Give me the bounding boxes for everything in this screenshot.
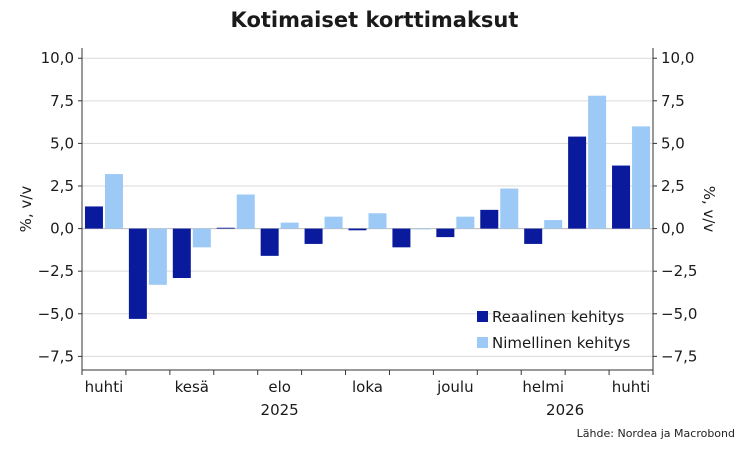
y-tick-label-right-7: −7,5 bbox=[661, 347, 697, 365]
bar-real-12 bbox=[612, 165, 631, 229]
y-tick-label-left-1: 7,5 bbox=[50, 92, 74, 110]
bar-nominal-3 bbox=[236, 194, 255, 229]
legend-swatch-0 bbox=[477, 311, 488, 322]
bar-real-7 bbox=[392, 228, 411, 248]
bar-real-5 bbox=[304, 228, 323, 244]
bar-nominal-5 bbox=[324, 216, 343, 229]
bar-real-11 bbox=[568, 136, 587, 229]
x-tick-label-2: elo bbox=[268, 378, 291, 396]
bar-nominal-8 bbox=[456, 216, 475, 229]
y-axis-title-left: %, v/v bbox=[17, 186, 35, 233]
legend-label-0: Reaalinen kehitys bbox=[492, 308, 625, 326]
y-tick-label-right-4: 0,0 bbox=[661, 220, 685, 238]
y-tick-label-right-0: 10,0 bbox=[661, 49, 694, 67]
year-label-1: 2026 bbox=[546, 401, 584, 419]
legend-label-1: Nimellinen kehitys bbox=[492, 334, 631, 352]
bar-real-4 bbox=[260, 228, 279, 256]
y-axis-title-right: %, v/v bbox=[700, 186, 718, 233]
bar-nominal-7 bbox=[412, 228, 431, 230]
y-tick-label-left-4: 0,0 bbox=[50, 220, 74, 238]
y-tick-label-right-3: 2,5 bbox=[661, 177, 685, 195]
legend-swatch-1 bbox=[477, 337, 488, 348]
y-tick-label-left-2: 5,0 bbox=[50, 134, 74, 152]
bar-nominal-11 bbox=[588, 95, 607, 229]
bar-real-10 bbox=[524, 228, 543, 244]
bar-nominal-12 bbox=[632, 126, 651, 229]
x-tick-label-1: kesä bbox=[175, 378, 209, 396]
y-tick-label-right-5: −2,5 bbox=[661, 262, 697, 280]
x-tick-label-4: joulu bbox=[436, 378, 474, 396]
x-tick-label-6: huhti bbox=[612, 378, 651, 396]
bar-real-3 bbox=[216, 227, 235, 229]
bar-nominal-0 bbox=[104, 174, 123, 229]
bar-nominal-2 bbox=[192, 228, 211, 248]
x-tick-label-5: helmi bbox=[522, 378, 564, 396]
y-tick-label-left-3: 2,5 bbox=[50, 177, 74, 195]
bar-nominal-1 bbox=[148, 228, 167, 285]
bar-real-2 bbox=[172, 228, 191, 278]
chart-title: Kotimaiset korttimaksut bbox=[230, 8, 519, 32]
bar-real-8 bbox=[436, 228, 455, 238]
bar-real-9 bbox=[480, 209, 499, 229]
bar-nominal-6 bbox=[368, 213, 387, 229]
bar-nominal-10 bbox=[544, 220, 563, 229]
y-tick-label-left-7: −7,5 bbox=[38, 347, 74, 365]
y-tick-label-left-6: −5,0 bbox=[38, 305, 74, 323]
bar-nominal-4 bbox=[280, 222, 299, 229]
x-tick-label-3: loka bbox=[352, 378, 383, 396]
bar-nominal-9 bbox=[500, 188, 519, 229]
bar-real-6 bbox=[348, 228, 367, 231]
y-tick-label-right-6: −5,0 bbox=[661, 305, 697, 323]
bar-real-0 bbox=[84, 206, 103, 229]
year-label-0: 2025 bbox=[261, 401, 299, 419]
bar-real-1 bbox=[128, 228, 147, 319]
x-tick-label-0: huhti bbox=[85, 378, 124, 396]
source-note: Lähde: Nordea ja Macrobond bbox=[576, 427, 735, 440]
y-tick-label-right-1: 7,5 bbox=[661, 92, 685, 110]
y-tick-label-left-0: 10,0 bbox=[41, 49, 74, 67]
y-tick-label-right-2: 5,0 bbox=[661, 134, 685, 152]
y-tick-label-left-5: −2,5 bbox=[38, 262, 74, 280]
